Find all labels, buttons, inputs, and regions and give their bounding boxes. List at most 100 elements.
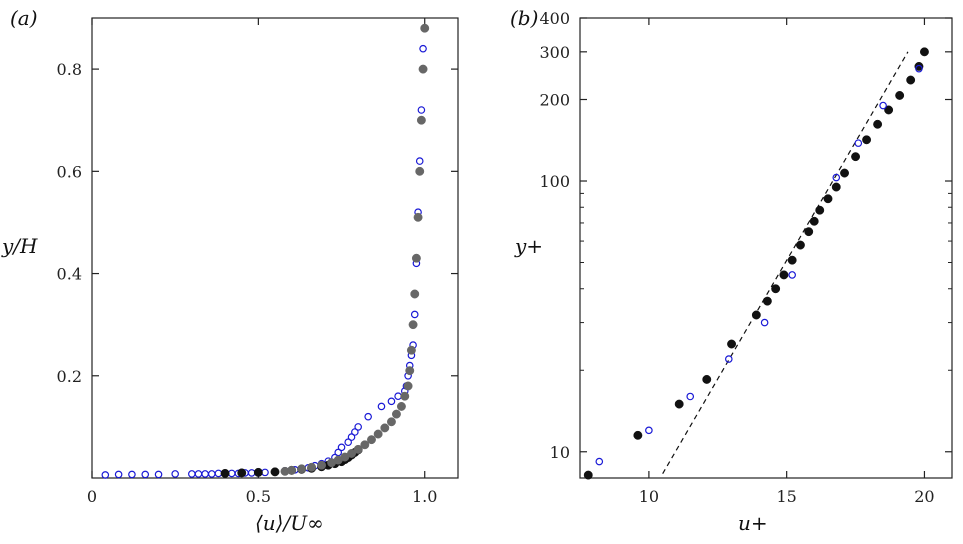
data-point — [201, 470, 209, 478]
x-tick-label: 15 — [776, 487, 796, 506]
y-tick-label: 10 — [550, 443, 570, 462]
data-point — [815, 205, 825, 215]
panel-a-points — [101, 23, 430, 479]
panel-b-frame — [579, 17, 953, 479]
series-open-blue — [101, 44, 427, 479]
data-point — [337, 443, 346, 452]
y-tick-label: 200 — [539, 91, 570, 110]
panel-a-label: (a) — [10, 6, 38, 30]
data-point — [840, 168, 849, 178]
panel-a-y-axis-label: y/H — [1, 234, 38, 258]
data-point — [367, 435, 376, 445]
panel-a: (a) 0 0.5 1.0 0.2 0.4 0.6 0.8 y/H ⟨u⟩/U∞ — [1, 6, 459, 535]
data-point — [686, 392, 695, 401]
data-point — [595, 457, 604, 466]
data-point — [760, 318, 769, 327]
data-point — [583, 470, 593, 480]
data-point — [380, 423, 390, 433]
data-point — [347, 433, 356, 441]
data-point — [391, 409, 401, 419]
data-point — [387, 397, 396, 406]
data-point — [873, 119, 883, 129]
x-tick-label: 10 — [639, 487, 659, 506]
data-point — [645, 426, 653, 435]
data-point — [804, 227, 814, 237]
data-point — [396, 401, 406, 411]
data-point — [128, 470, 136, 479]
panel-b-x-axis-label: u+ — [738, 511, 768, 535]
data-point — [895, 91, 905, 100]
data-point — [762, 296, 772, 306]
panel-b-y-axis-label: y+ — [514, 234, 543, 258]
data-point — [194, 470, 203, 478]
data-point — [879, 101, 887, 110]
x-tick-label: 20 — [914, 487, 934, 506]
data-point — [344, 438, 353, 447]
data-point — [851, 152, 861, 162]
data-point — [415, 157, 424, 165]
y-tick-label: 0.4 — [57, 265, 82, 284]
y-tick-label: 100 — [539, 172, 570, 191]
data-point — [334, 448, 343, 457]
panel-b-points — [583, 47, 929, 480]
data-point — [410, 289, 420, 299]
panel-b-ticks: 10 15 20 10 100 200 300 400 — [539, 9, 952, 506]
data-point — [237, 468, 247, 478]
data-point — [270, 467, 280, 477]
panel-b: (b) 10 15 20 10 100 200 300 400 y+ u+ — [510, 6, 953, 535]
data-point — [831, 182, 841, 192]
panel-a-ticks: 0 0.5 1.0 0.2 0.4 0.6 0.8 — [57, 18, 458, 506]
data-point — [727, 339, 737, 349]
data-point — [862, 135, 872, 145]
data-point — [408, 320, 418, 330]
data-point — [171, 470, 179, 478]
data-point — [413, 212, 423, 222]
data-point — [919, 47, 929, 57]
data-point — [360, 440, 370, 450]
data-point — [906, 75, 916, 85]
panel-b-reference-line — [662, 51, 909, 474]
data-point — [823, 194, 833, 204]
data-point — [406, 345, 416, 355]
data-point — [353, 444, 363, 454]
data-point — [415, 166, 425, 176]
data-point — [101, 471, 110, 479]
data-point — [751, 310, 761, 320]
data-point — [419, 44, 427, 53]
panel-b-label: (b) — [510, 6, 538, 30]
data-point — [307, 462, 317, 472]
data-point — [416, 115, 426, 125]
data-point — [787, 255, 797, 265]
data-point — [633, 430, 643, 440]
series-filled-black — [583, 47, 929, 480]
data-point — [771, 284, 781, 294]
data-point — [351, 428, 359, 436]
data-point — [403, 381, 413, 391]
data-point — [347, 449, 356, 458]
x-tick-label: 0.5 — [246, 487, 271, 506]
y-tick-label: 0.6 — [57, 162, 82, 181]
panel-a-frame — [91, 17, 459, 479]
data-point — [411, 253, 421, 263]
data-point — [188, 470, 196, 478]
panel-a-x-axis-label: ⟨u⟩/U∞ — [255, 511, 324, 535]
y-tick-label: 400 — [539, 9, 570, 28]
data-point — [400, 391, 410, 401]
y-tick-label: 300 — [539, 43, 570, 62]
data-point — [779, 270, 789, 280]
data-point — [832, 173, 841, 182]
y-tick-label: 0.2 — [57, 367, 82, 386]
data-point — [114, 470, 123, 479]
data-point — [207, 470, 216, 478]
data-point — [297, 464, 307, 474]
data-point — [915, 64, 923, 73]
data-point — [287, 465, 297, 475]
x-tick-label: 1.0 — [412, 487, 437, 506]
data-point — [417, 106, 426, 114]
data-point — [809, 216, 819, 226]
series-filled-gray — [280, 23, 430, 476]
data-point — [674, 399, 684, 409]
data-point — [854, 139, 863, 147]
data-point — [788, 271, 796, 279]
